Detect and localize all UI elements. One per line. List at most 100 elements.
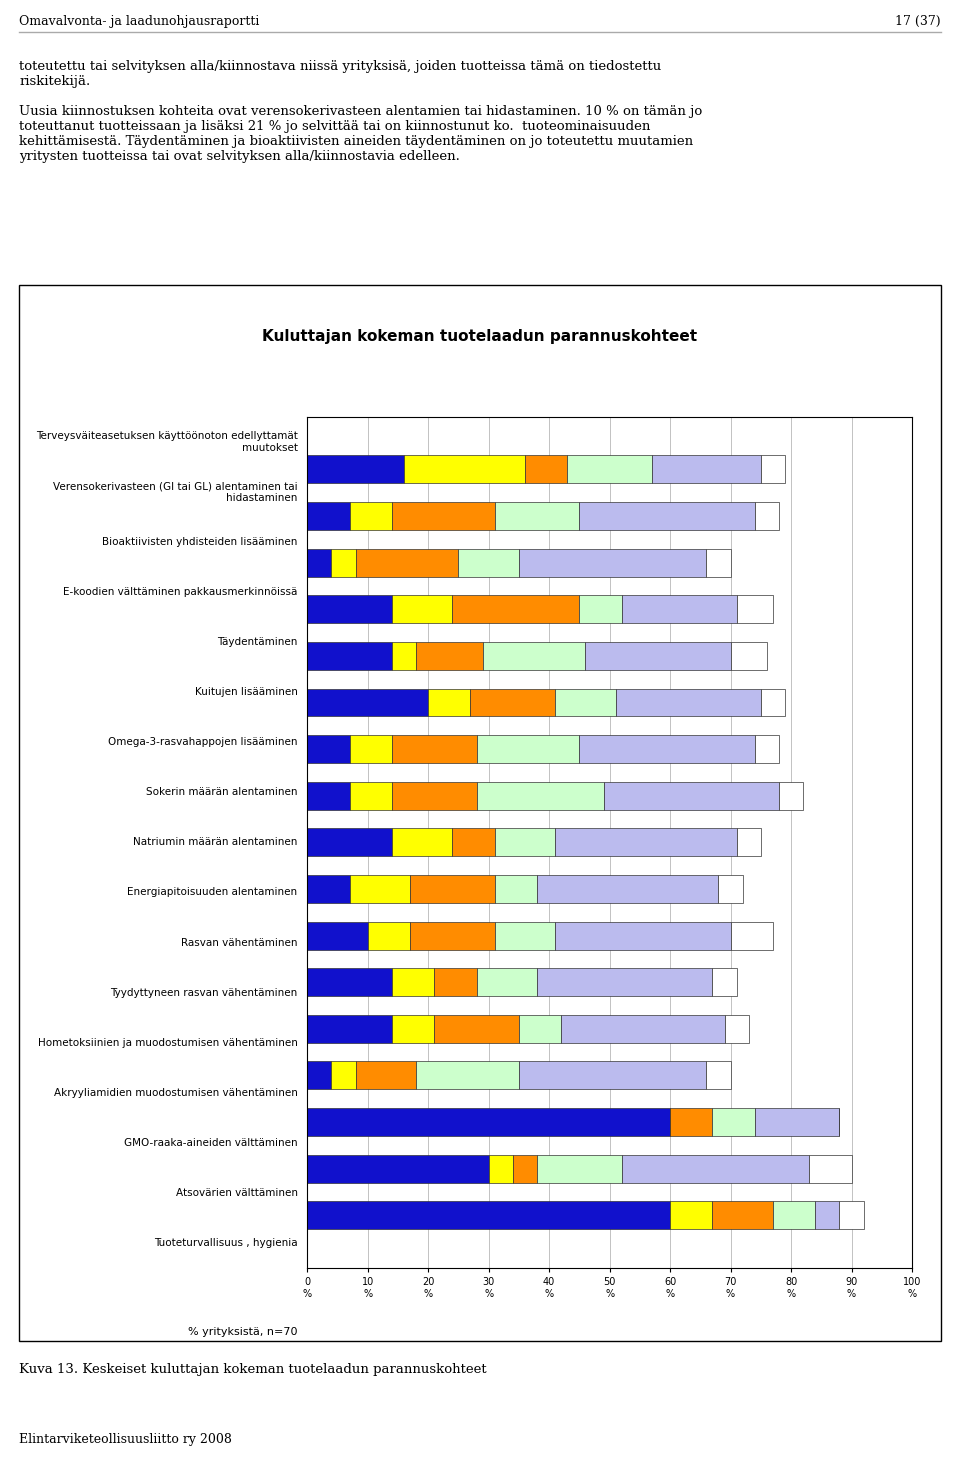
Bar <box>307 1061 331 1089</box>
Bar <box>712 968 736 996</box>
Bar <box>494 502 580 530</box>
Bar <box>355 1061 416 1089</box>
Bar <box>392 782 476 810</box>
Text: Akryyliamidien muodostumisen vähentäminen: Akryyliamidien muodostumisen vähentämine… <box>54 1088 298 1098</box>
Bar <box>562 1015 725 1042</box>
Bar <box>307 502 349 530</box>
Bar <box>652 455 760 483</box>
Bar <box>755 735 779 763</box>
Bar <box>622 1155 809 1183</box>
Bar <box>331 549 355 577</box>
Bar <box>392 735 476 763</box>
Bar <box>670 1108 712 1136</box>
Bar <box>392 641 416 671</box>
Bar <box>725 1015 749 1042</box>
Bar <box>567 455 652 483</box>
Bar <box>410 922 494 950</box>
Text: Elintarviketeollisuusliitto ry 2008: Elintarviketeollisuusliitto ry 2008 <box>19 1433 232 1446</box>
Bar <box>555 829 736 856</box>
Bar <box>307 1155 489 1183</box>
Bar <box>307 1015 392 1042</box>
Text: Natriumin määrän alentaminen: Natriumin määrän alentaminen <box>133 837 298 848</box>
Bar <box>712 1108 755 1136</box>
Bar <box>476 968 537 996</box>
Bar <box>404 455 525 483</box>
Bar <box>489 1155 513 1183</box>
Bar <box>307 1202 670 1230</box>
Text: Kuitujen lisääminen: Kuitujen lisääminen <box>195 687 298 697</box>
Bar <box>580 735 755 763</box>
Bar <box>307 596 392 624</box>
Text: Tuoteturvallisuus , hygienia: Tuoteturvallisuus , hygienia <box>154 1239 298 1247</box>
Bar <box>494 922 555 950</box>
Bar <box>307 455 404 483</box>
Bar <box>615 688 760 716</box>
Bar <box>731 922 773 950</box>
Bar <box>331 1061 355 1089</box>
Bar <box>707 1061 731 1089</box>
Bar <box>839 1202 864 1230</box>
Bar <box>307 735 349 763</box>
Text: Atsovärien välttäminen: Atsovärien välttäminen <box>176 1187 298 1198</box>
Text: E-koodien välttäminen pakkausmerkinnöissä: E-koodien välttäminen pakkausmerkinnöiss… <box>63 587 298 597</box>
Bar <box>670 1202 712 1230</box>
Bar <box>580 596 622 624</box>
Text: Rasvan vähentäminen: Rasvan vähentäminen <box>181 937 298 947</box>
Text: GMO-raaka-aineiden välttäminen: GMO-raaka-aineiden välttäminen <box>124 1138 298 1148</box>
Bar <box>307 922 368 950</box>
Bar <box>428 688 470 716</box>
Bar <box>760 455 785 483</box>
Bar <box>518 549 707 577</box>
Text: 17 (37): 17 (37) <box>895 15 941 28</box>
Text: Omavalvonta- ja laadunohjausraportti: Omavalvonta- ja laadunohjausraportti <box>19 15 259 28</box>
Bar <box>483 641 586 671</box>
Bar <box>586 641 731 671</box>
Text: Sokerin määrän alentaminen: Sokerin määrän alentaminen <box>146 788 298 798</box>
Bar <box>537 875 718 903</box>
Bar <box>622 596 736 624</box>
Bar <box>349 502 392 530</box>
Bar <box>368 922 410 950</box>
Bar <box>392 1015 434 1042</box>
Bar <box>307 688 428 716</box>
Bar <box>718 875 743 903</box>
Bar <box>707 549 731 577</box>
Bar <box>392 968 434 996</box>
Bar <box>779 782 804 810</box>
Bar <box>349 875 410 903</box>
Bar <box>537 968 712 996</box>
Text: % yrityksistä, n=70: % yrityksistä, n=70 <box>188 1326 298 1337</box>
Bar <box>434 1015 518 1042</box>
Bar <box>307 829 392 856</box>
Bar <box>555 688 615 716</box>
Bar <box>307 641 392 671</box>
Bar <box>731 641 767 671</box>
Bar <box>307 875 349 903</box>
Bar <box>815 1202 839 1230</box>
Bar <box>307 549 331 577</box>
Text: Hometoksiinien ja muodostumisen vähentäminen: Hometoksiinien ja muodostumisen vähentäm… <box>37 1038 298 1048</box>
Bar <box>604 782 779 810</box>
Bar <box>773 1202 815 1230</box>
Text: Omega-3-rasvahappojen lisääminen: Omega-3-rasvahappojen lisääminen <box>108 738 298 747</box>
Bar <box>809 1155 852 1183</box>
Bar <box>459 549 518 577</box>
Bar <box>494 875 537 903</box>
Bar <box>513 1155 537 1183</box>
Text: Energiapitoisuuden alentaminen: Energiapitoisuuden alentaminen <box>128 887 298 897</box>
Bar <box>555 922 731 950</box>
Bar <box>307 782 349 810</box>
Bar <box>476 782 604 810</box>
Bar <box>416 1061 518 1089</box>
Bar <box>349 782 392 810</box>
Bar <box>736 829 760 856</box>
Bar <box>518 1015 562 1042</box>
Bar <box>392 596 452 624</box>
Bar <box>307 1108 670 1136</box>
Bar <box>416 641 483 671</box>
Bar <box>392 502 494 530</box>
Text: toteutettu tai selvityksen alla/kiinnostava niissä yrityksisä, joiden tuotteissa: toteutettu tai selvityksen alla/kiinnost… <box>19 60 703 163</box>
Bar <box>452 596 580 624</box>
Bar <box>755 502 779 530</box>
Bar <box>476 735 580 763</box>
